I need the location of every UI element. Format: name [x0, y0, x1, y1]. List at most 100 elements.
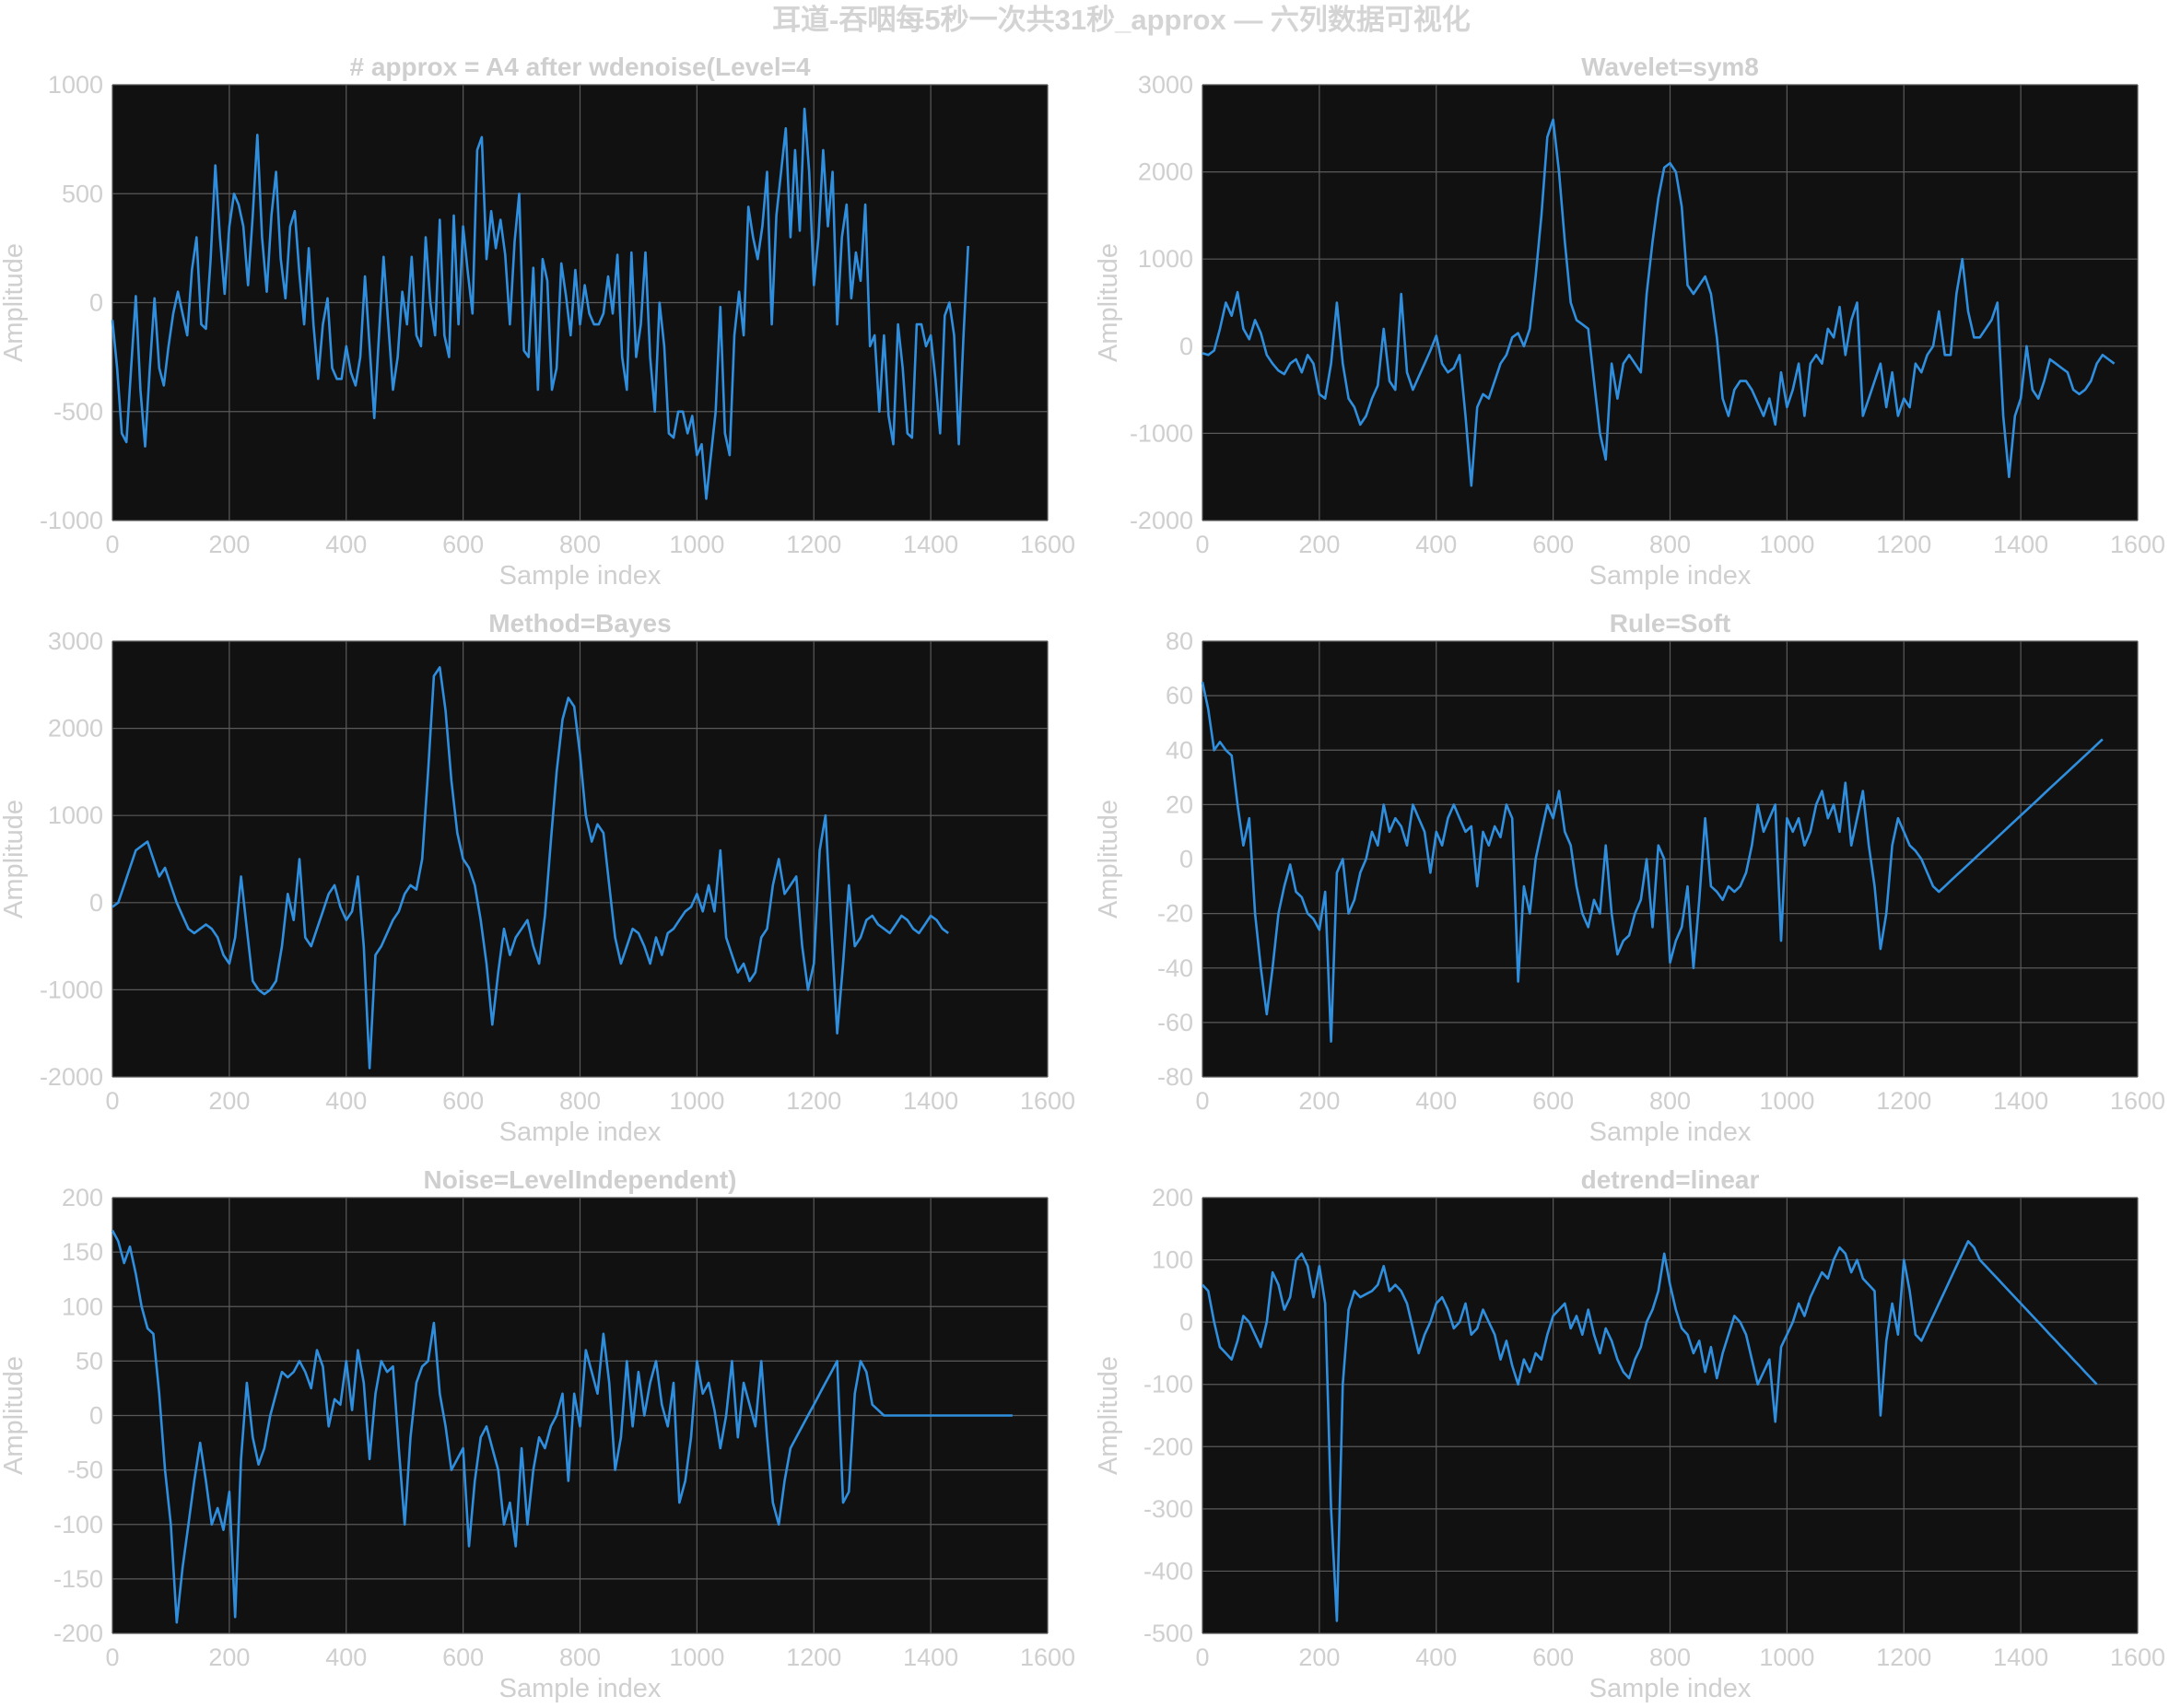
y-tick-label: -1000 — [40, 976, 103, 1003]
x-tick-label: 1400 — [1993, 531, 2048, 558]
x-tick-label: 1000 — [1759, 1087, 1814, 1115]
subplot-title: Wavelet=sym8 — [1581, 53, 1759, 81]
x-tick-label: 1000 — [669, 1644, 724, 1671]
x-tick-label: 200 — [1298, 531, 1340, 558]
x-axis-label: Sample index — [499, 1117, 662, 1147]
x-axis-label: Sample index — [499, 1674, 662, 1703]
x-tick-label: 1600 — [1020, 1087, 1075, 1115]
subplot-title: Rule=Soft — [1610, 609, 1730, 638]
x-tick-label: 200 — [208, 1087, 250, 1115]
y-tick-label: 0 — [1179, 1308, 1193, 1336]
y-tick-label: -500 — [53, 398, 103, 426]
x-tick-label: 1000 — [1759, 531, 1814, 558]
signal-line — [111, 1229, 1013, 1624]
x-tick-label: 400 — [1415, 1087, 1457, 1115]
subplot-2: 0 200 400 600 800 1000 1200 1400 1600 -2000 -1000 0… — [1094, 53, 2165, 591]
x-tick-label: 1200 — [786, 531, 841, 558]
y-axis-label: Amplitude — [0, 800, 29, 918]
subplot-5: 0 200 400 600 800 1000 1200 1400 1600-200-150-10… — [0, 1165, 1075, 1703]
x-tick-label: 1400 — [903, 1087, 958, 1115]
y-tick-label: 60 — [1166, 682, 1193, 709]
y-tick-label: 3000 — [1138, 71, 1193, 99]
x-tick-label: 1200 — [1876, 1644, 1931, 1671]
x-tick-label: 1000 — [669, 531, 724, 558]
subplot-3: 0 200 400 600 800 1000 1200 1400 1600 -2000 -1000 0… — [0, 609, 1075, 1147]
y-tick-label: 80 — [1166, 627, 1193, 655]
x-tick-label: 1400 — [903, 1644, 958, 1671]
x-tick-label: 0 — [1195, 531, 1209, 558]
x-tick-label: 600 — [1532, 531, 1574, 558]
subplot-6: 0 200 400 600 800 1000 1200 1400 1600-500-400-30… — [1094, 1165, 2165, 1703]
x-tick-label: 1400 — [1993, 1087, 2048, 1115]
x-tick-label: 1600 — [1020, 1644, 1075, 1671]
x-axis-label: Sample index — [1589, 1117, 1752, 1147]
y-axis-label: Amplitude — [1094, 800, 1123, 918]
x-tick-label: 600 — [1532, 1087, 1574, 1115]
y-tick-label: 1000 — [48, 801, 103, 829]
y-tick-label: 1000 — [48, 71, 103, 99]
x-tick-label: 200 — [208, 531, 250, 558]
subplot-title: Noise=LevelIndependent) — [424, 1165, 737, 1194]
signal-line — [1202, 1240, 2098, 1622]
subplot-4: 0 200 400 600 800 1000 1200 1400 1600-80-60-40-2… — [1094, 609, 2165, 1147]
x-tick-label: 600 — [442, 1087, 484, 1115]
x-tick-label: 800 — [559, 1644, 601, 1671]
x-tick-label: 600 — [442, 1644, 484, 1671]
y-tick-label: 200 — [1152, 1184, 1193, 1211]
x-tick-label: 1600 — [2110, 1644, 2165, 1671]
signal-line — [111, 666, 949, 1070]
x-axis-label: Sample index — [499, 561, 662, 591]
x-tick-label: 0 — [105, 1644, 119, 1671]
subplot-1: 0 200 400 600 800 1000 1200 1400 1600 -1000 -500 0 5… — [0, 53, 1075, 591]
x-tick-label: 1400 — [1993, 1644, 2048, 1671]
x-tick-label: 1000 — [1759, 1644, 1814, 1671]
x-tick-label: 1200 — [786, 1087, 841, 1115]
y-tick-label: 0 — [1179, 846, 1193, 873]
y-tick-label: 200 — [62, 1184, 103, 1211]
y-tick-label: -100 — [1143, 1371, 1193, 1398]
x-tick-label: 0 — [1195, 1644, 1209, 1671]
y-tick-label: -400 — [1143, 1557, 1193, 1585]
y-tick-label: 500 — [62, 180, 103, 207]
x-tick-label: 400 — [1415, 531, 1457, 558]
x-axis-label: Sample index — [1589, 1674, 1752, 1703]
y-tick-label: -20 — [1157, 900, 1193, 928]
y-tick-label: -200 — [53, 1620, 103, 1647]
x-tick-label: 800 — [559, 1087, 601, 1115]
signal-line — [1201, 682, 2104, 1043]
y-tick-label: -1000 — [1130, 419, 1193, 447]
y-tick-label: 40 — [1166, 736, 1193, 764]
x-tick-label: 600 — [1532, 1644, 1574, 1671]
y-tick-label: -2000 — [1130, 507, 1193, 534]
x-tick-label: 1200 — [1876, 1087, 1931, 1115]
y-tick-label: 2000 — [48, 715, 103, 743]
x-tick-label: 200 — [1298, 1087, 1340, 1115]
y-tick-label: 100 — [1152, 1246, 1193, 1274]
y-tick-label: -2000 — [40, 1063, 103, 1091]
y-tick-label: -50 — [67, 1456, 103, 1484]
x-tick-label: 1200 — [1876, 531, 1931, 558]
y-tick-label: 50 — [76, 1347, 103, 1375]
y-axis-label: Amplitude — [1094, 1356, 1123, 1475]
x-tick-label: 0 — [105, 531, 119, 558]
x-tick-label: 600 — [442, 531, 484, 558]
x-tick-label: 1600 — [2110, 1087, 2165, 1115]
y-tick-label: -40 — [1157, 954, 1193, 982]
y-tick-label: 150 — [62, 1238, 103, 1266]
y-tick-label: -150 — [53, 1565, 103, 1593]
x-tick-label: 0 — [105, 1087, 119, 1115]
x-tick-label: 400 — [325, 531, 367, 558]
y-tick-label: -80 — [1157, 1063, 1193, 1091]
subplot-title: detrend=linear — [1581, 1165, 1760, 1194]
x-tick-label: 200 — [1298, 1644, 1340, 1671]
y-tick-label: -60 — [1157, 1009, 1193, 1036]
y-tick-label: 3000 — [48, 627, 103, 655]
x-tick-label: 800 — [1649, 1644, 1691, 1671]
x-tick-label: 1600 — [2110, 531, 2165, 558]
y-axis-label: Amplitude — [0, 243, 29, 362]
y-tick-label: 0 — [89, 1402, 103, 1430]
x-tick-label: 400 — [1415, 1644, 1457, 1671]
figure-title: 耳道-吞咽每5秒一次共31秒_approx — 六列数据可视化 — [772, 4, 1471, 36]
x-tick-label: 200 — [208, 1644, 250, 1671]
